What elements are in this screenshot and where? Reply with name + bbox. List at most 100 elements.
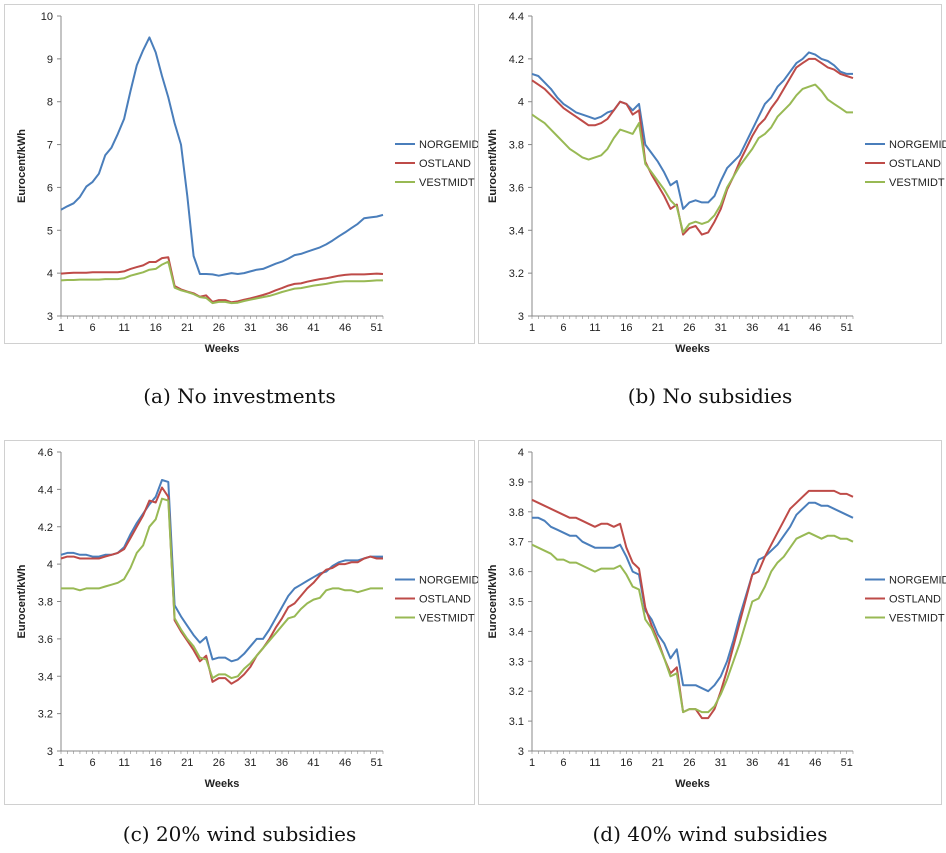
line-chart: 33.23.43.63.844.24.44.61 6 11 16 21 26 31 36 41 4… — [16, 447, 487, 790]
x-tick-label: 16 — [620, 757, 632, 769]
series-line-ostland — [60, 486, 383, 685]
legend-label: VESTMIDT — [889, 177, 945, 189]
y-tick-label: 3.4 — [509, 626, 524, 638]
x-tick-label: 21 — [181, 322, 193, 334]
x-tick-label: 26 — [683, 757, 695, 769]
x-tick-label: 46 — [339, 757, 351, 769]
series-line-ostland — [60, 256, 384, 304]
x-tick-label: 36 — [276, 757, 288, 769]
series-line-norgemidt — [60, 36, 384, 277]
y-tick-label: 9 — [47, 54, 53, 66]
chart-panel-b: 3 3.2 3.4 3.6 3.8 4 4.2 4.4 1 6 11 16 21 26 31 36 41 46 51… — [478, 4, 946, 355]
legend-label: NORGEMIDT — [889, 575, 946, 587]
series-line-ostland — [531, 57, 854, 236]
y-tick-label: 6 — [47, 182, 53, 194]
chart-panel-c: 3 3.2 3.4 3.6 3.8 4 4.2 4.4 4.6 1 6 11 16 21 26 31 36 41 4… — [4, 440, 487, 805]
y-tick-label: 3 — [47, 311, 53, 323]
series-line-vestmidt — [60, 260, 383, 305]
chart-caption: (a) No investments — [143, 384, 336, 408]
x-tick-label: 26 — [683, 322, 695, 334]
y-tick-label: 7 — [47, 140, 53, 152]
y-tick-label: 3.2 — [38, 709, 53, 721]
y-tick-label: 3.1 — [509, 716, 524, 728]
y-axis-title: Eurocent/kWh — [16, 564, 28, 638]
x-tick-label: 21 — [181, 757, 193, 769]
legend-label: NORGEMIDT — [419, 575, 487, 587]
x-tick-label: 6 — [90, 757, 96, 769]
x-tick-label: 41 — [307, 322, 319, 334]
x-tick-label: 36 — [746, 757, 758, 769]
legend-label: VESTMIDT — [419, 177, 475, 189]
x-tick-label: 41 — [307, 757, 319, 769]
x-tick-label: 1 — [58, 757, 64, 769]
x-tick-label: 46 — [809, 757, 821, 769]
y-axis-title: Eurocent/kWh — [16, 129, 28, 203]
x-tick-label: 21 — [652, 757, 664, 769]
y-tick-label: 4 — [47, 268, 53, 280]
x-tick-label: 31 — [244, 757, 256, 769]
x-tick-label: 6 — [90, 322, 96, 334]
series-line-vestmidt — [531, 531, 854, 714]
x-tick-label: 41 — [778, 322, 790, 334]
legend-label: OSTLAND — [889, 594, 941, 606]
y-tick-label: 3.3 — [509, 656, 524, 668]
x-tick-label: 31 — [715, 322, 727, 334]
y-tick-label: 3.6 — [38, 634, 53, 646]
x-tick-label: 51 — [371, 322, 383, 334]
y-tick-label: 4.4 — [38, 484, 53, 496]
y-tick-label: 3 — [518, 746, 524, 758]
x-tick-label: 6 — [560, 757, 566, 769]
chart-frame — [4, 4, 475, 344]
line-chart: 33.13.23.33.43.53.63.73.83.941 6 11 16 21 26 3… — [487, 447, 946, 790]
x-tick-label: 21 — [652, 322, 664, 334]
legend-label: NORGEMIDT — [889, 139, 946, 151]
x-tick-label: 41 — [778, 757, 790, 769]
chart-panel-d: 3 3.1 3.2 3.3 3.4 3.5 3.6 3.7 3.8 3.9 4 1 6 11 16 21 26 3… — [478, 440, 946, 805]
y-tick-label: 3.2 — [509, 686, 524, 698]
x-tick-label: 46 — [809, 322, 821, 334]
x-tick-label: 31 — [715, 757, 727, 769]
x-tick-label: 1 — [529, 757, 535, 769]
chart-frame — [4, 440, 475, 805]
chart-caption: (c) 20% wind subsidies — [122, 822, 357, 846]
x-tick-label: 46 — [339, 322, 351, 334]
series-line-norgemidt — [60, 479, 383, 663]
x-tick-label: 6 — [560, 322, 566, 334]
legend-label: NORGEMIDT — [419, 139, 487, 151]
chart-frame — [478, 440, 942, 805]
x-tick-label: 16 — [620, 322, 632, 334]
y-tick-label: 3.8 — [509, 507, 524, 519]
x-tick-label: 11 — [589, 322, 600, 334]
x-tick-label: 26 — [213, 757, 225, 769]
legend-label: OSTLAND — [419, 594, 471, 606]
y-tick-label: 8 — [47, 97, 53, 109]
legend-label: OSTLAND — [889, 158, 941, 170]
y-tick-label: 4.2 — [38, 522, 53, 534]
y-tick-label: 3.9 — [509, 477, 524, 489]
y-tick-label: 3 — [47, 746, 53, 758]
chart-panel-a: 3 4 5 6 7 8 9 10 1 6 11 16 21 26 31 36 41 46 51 Weeks Euroce… — [4, 4, 487, 355]
y-tick-label: 4 — [518, 447, 524, 459]
x-tick-label: 11 — [589, 757, 600, 769]
chart-frame — [478, 4, 942, 344]
legend-label: VESTMIDT — [419, 613, 475, 625]
x-axis-title: Weeks — [675, 778, 710, 790]
y-axis-title: Eurocent/kWh — [487, 129, 499, 203]
chart-caption: (d) 40% wind subsidies — [592, 822, 828, 846]
y-tick-label: 3.8 — [38, 597, 53, 609]
y-axis-title: Eurocent/kWh — [487, 564, 499, 638]
chart-caption: (b) No subsidies — [627, 384, 793, 408]
series-line-norgemidt — [531, 51, 853, 210]
y-tick-label: 3.4 — [38, 671, 53, 683]
x-tick-label: 16 — [150, 322, 162, 334]
x-tick-label: 31 — [244, 322, 256, 334]
y-tick-label: 3 — [518, 311, 524, 323]
y-tick-label: 4.2 — [509, 54, 524, 66]
y-tick-label: 3.8 — [509, 140, 524, 152]
x-tick-label: 36 — [276, 322, 288, 334]
line-chart: 33.23.43.63.844.24.41 6 11 16 21 26 31 36 41 46 51… — [487, 11, 946, 355]
x-tick-label: 51 — [841, 322, 853, 334]
y-tick-label: 4.4 — [509, 11, 524, 23]
y-tick-label: 3.4 — [509, 225, 524, 237]
x-tick-label: 51 — [841, 757, 853, 769]
